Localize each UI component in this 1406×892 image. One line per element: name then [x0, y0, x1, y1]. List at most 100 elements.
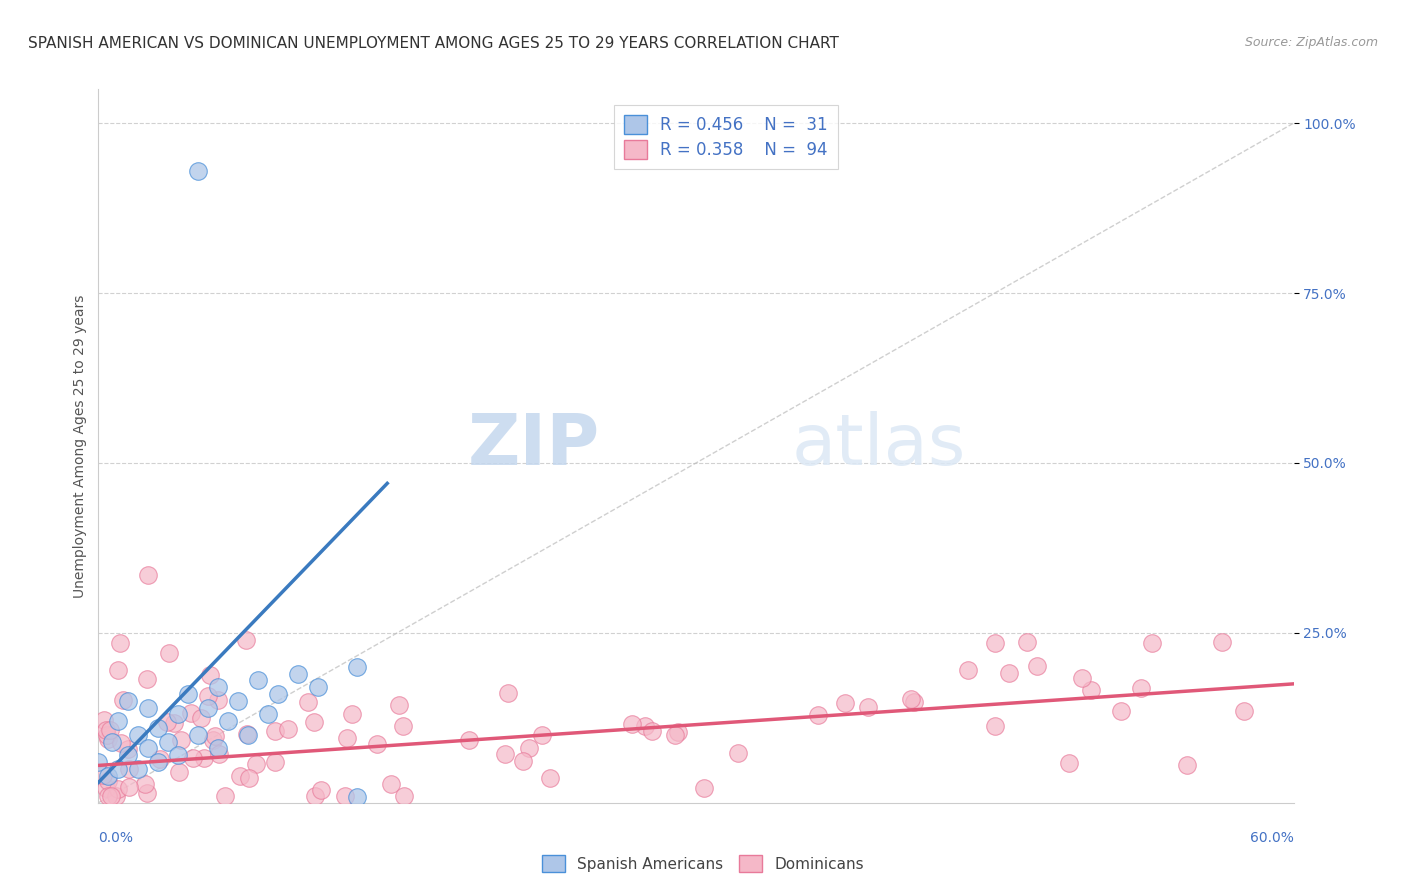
Point	[494, 747, 516, 761]
Point	[366, 737, 388, 751]
Point	[267, 687, 290, 701]
Legend: R = 0.456    N =  31, R = 0.358    N =  94: R = 0.456 N = 31, R = 0.358 N = 94	[613, 104, 838, 169]
Point	[693, 780, 716, 795]
Point	[346, 660, 368, 674]
Point	[110, 736, 132, 750]
Point	[307, 680, 329, 694]
Point	[229, 769, 252, 783]
Point	[1129, 681, 1152, 695]
Point	[117, 694, 139, 708]
Point	[277, 723, 299, 737]
Point	[256, 707, 278, 722]
Text: ZIP: ZIP	[468, 411, 600, 481]
Point	[93, 713, 115, 727]
Point	[91, 768, 114, 782]
Point	[984, 719, 1007, 733]
Point	[167, 764, 190, 779]
Point	[136, 741, 159, 756]
Point	[156, 715, 179, 730]
Point	[388, 698, 411, 713]
Point	[309, 782, 332, 797]
Point	[101, 734, 124, 748]
Point	[207, 680, 229, 694]
Point	[200, 668, 222, 682]
Point	[664, 728, 686, 742]
Point	[163, 715, 186, 730]
Point	[111, 692, 134, 706]
Point	[149, 752, 172, 766]
Point	[167, 748, 190, 763]
Point	[148, 721, 170, 735]
Point	[512, 754, 534, 768]
Point	[984, 636, 1007, 650]
Point	[956, 664, 979, 678]
Point	[1109, 704, 1132, 718]
Point	[127, 762, 149, 776]
Point	[1017, 634, 1039, 648]
Point	[117, 741, 139, 756]
Point	[1233, 704, 1256, 718]
Point	[236, 727, 259, 741]
Point	[517, 740, 540, 755]
Point	[246, 673, 269, 688]
Text: SPANISH AMERICAN VS DOMINICAN UNEMPLOYMENT AMONG AGES 25 TO 29 YEARS CORRELATION: SPANISH AMERICAN VS DOMINICAN UNEMPLOYME…	[28, 36, 839, 51]
Point	[207, 693, 229, 707]
Point	[287, 666, 309, 681]
Point	[97, 774, 120, 789]
Point	[202, 733, 225, 747]
Point	[117, 748, 139, 763]
Point	[666, 725, 689, 739]
Point	[96, 780, 118, 795]
Point	[1057, 756, 1080, 770]
Point	[193, 751, 215, 765]
Point	[167, 707, 190, 722]
Point	[118, 762, 141, 776]
Point	[135, 673, 157, 687]
Point	[105, 789, 128, 803]
Point	[217, 714, 239, 729]
Point	[208, 747, 231, 762]
Point	[392, 789, 415, 803]
Point	[108, 636, 131, 650]
Point	[136, 700, 159, 714]
Point	[1175, 757, 1198, 772]
Y-axis label: Unemployment Among Ages 25 to 29 years: Unemployment Among Ages 25 to 29 years	[73, 294, 87, 598]
Point	[118, 780, 141, 794]
Point	[1080, 682, 1102, 697]
Point	[264, 723, 287, 738]
Point	[807, 708, 830, 723]
Point	[621, 716, 644, 731]
Point	[97, 732, 120, 747]
Point	[197, 700, 219, 714]
Point	[333, 789, 356, 803]
Point	[97, 769, 120, 783]
Point	[380, 777, 402, 791]
Point	[340, 707, 363, 722]
Point	[336, 731, 359, 745]
Point	[1140, 636, 1163, 650]
Point	[998, 666, 1021, 681]
Point	[107, 714, 129, 729]
Point	[834, 696, 856, 710]
Point	[100, 789, 122, 803]
Point	[100, 723, 122, 737]
Point	[134, 777, 156, 791]
Point	[97, 789, 120, 803]
Point	[94, 723, 117, 737]
Point	[856, 700, 879, 714]
Point	[235, 632, 257, 647]
Point	[634, 719, 657, 733]
Point	[157, 734, 180, 748]
Point	[136, 786, 159, 800]
Legend: Spanish Americans, Dominicans: Spanish Americans, Dominicans	[534, 847, 872, 880]
Point	[107, 663, 129, 677]
Point	[727, 746, 749, 760]
Point	[157, 646, 180, 660]
Point	[136, 568, 159, 582]
Point	[238, 772, 260, 786]
Point	[1071, 671, 1094, 685]
Point	[207, 741, 229, 756]
Point	[204, 729, 226, 743]
Point	[900, 692, 922, 706]
Point	[1211, 635, 1233, 649]
